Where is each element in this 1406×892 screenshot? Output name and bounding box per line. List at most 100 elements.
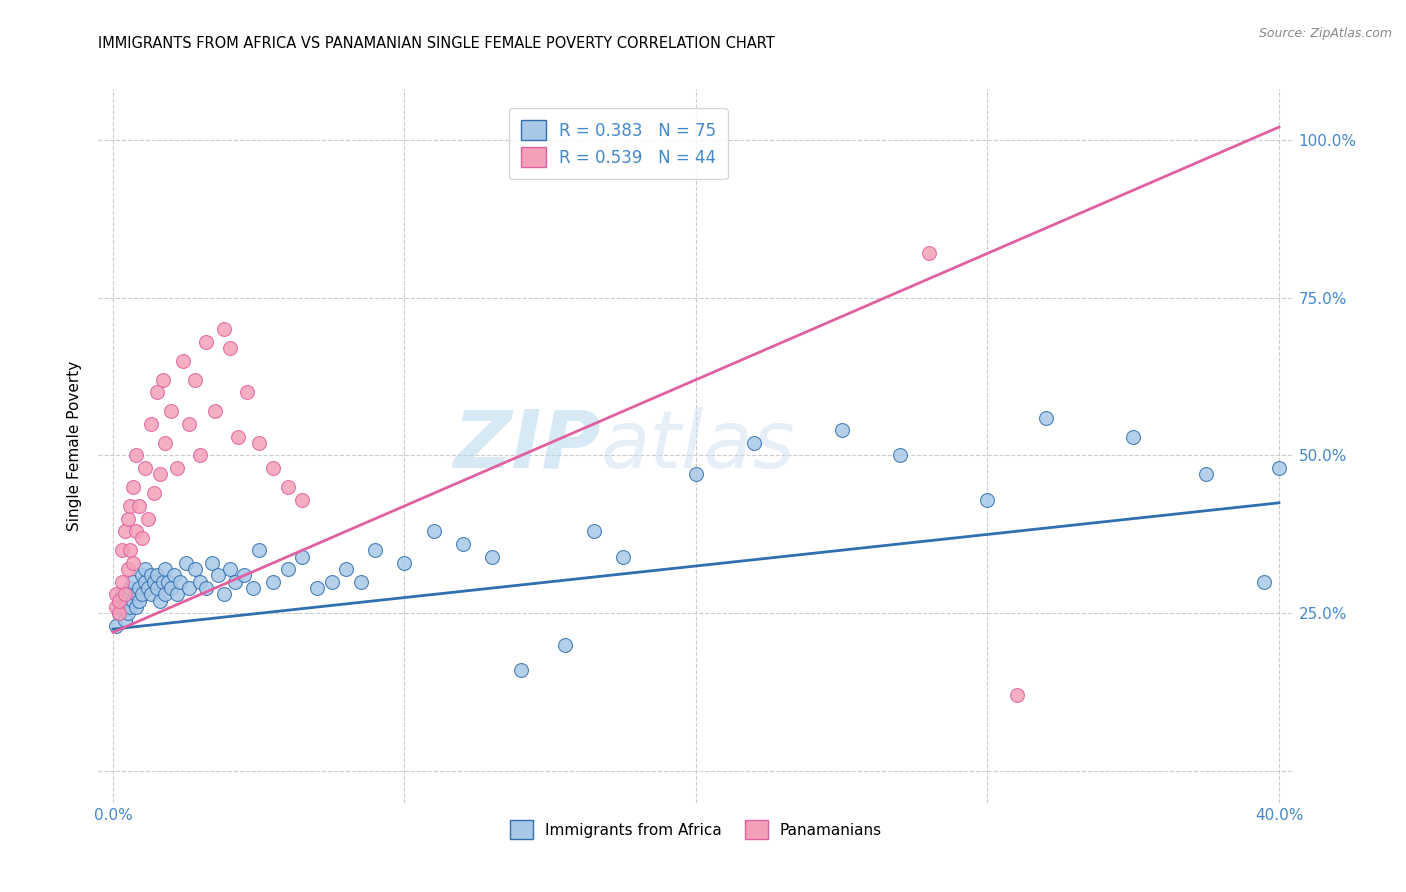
- Point: [108, 593, 131, 607]
- Point: [1195, 467, 1218, 482]
- Point: [451, 537, 474, 551]
- Point: [120, 581, 142, 595]
- Point: [582, 524, 605, 539]
- Point: [190, 449, 212, 463]
- Point: [350, 574, 373, 589]
- Point: [155, 435, 177, 450]
- Point: [1253, 574, 1275, 589]
- Point: [111, 587, 134, 601]
- Point: [104, 587, 127, 601]
- Point: [145, 568, 167, 582]
- Point: [139, 417, 162, 431]
- Point: [111, 574, 134, 589]
- Point: [195, 334, 218, 349]
- Point: [122, 556, 145, 570]
- Point: [277, 480, 299, 494]
- Point: [125, 587, 148, 601]
- Point: [174, 556, 197, 570]
- Point: [177, 417, 200, 431]
- Point: [122, 480, 145, 494]
- Point: [131, 531, 153, 545]
- Point: [247, 435, 270, 450]
- Point: [183, 562, 205, 576]
- Point: [128, 593, 150, 607]
- Point: [114, 593, 136, 607]
- Point: [142, 574, 165, 589]
- Point: [108, 593, 131, 607]
- Point: [889, 449, 911, 463]
- Point: [152, 373, 174, 387]
- Point: [335, 562, 357, 576]
- Point: [125, 524, 148, 539]
- Point: [242, 581, 264, 595]
- Point: [131, 587, 153, 601]
- Point: [128, 499, 150, 513]
- Point: [1035, 410, 1057, 425]
- Point: [160, 581, 183, 595]
- Point: [612, 549, 634, 564]
- Point: [262, 461, 284, 475]
- Point: [976, 492, 998, 507]
- Point: [305, 581, 328, 595]
- Point: [134, 562, 156, 576]
- Point: [1005, 689, 1028, 703]
- Point: [204, 404, 226, 418]
- Point: [155, 562, 177, 576]
- Text: ZIP: ZIP: [453, 407, 600, 485]
- Point: [111, 600, 134, 615]
- Legend: Immigrants from Africa, Panamanians: Immigrants from Africa, Panamanians: [503, 814, 889, 845]
- Point: [142, 486, 165, 500]
- Point: [364, 543, 387, 558]
- Text: IMMIGRANTS FROM AFRICA VS PANAMANIAN SINGLE FEMALE POVERTY CORRELATION CHART: IMMIGRANTS FROM AFRICA VS PANAMANIAN SIN…: [98, 36, 775, 51]
- Point: [1122, 429, 1144, 443]
- Point: [218, 562, 240, 576]
- Point: [277, 562, 299, 576]
- Point: [114, 524, 136, 539]
- Point: [169, 574, 191, 589]
- Point: [228, 429, 250, 443]
- Y-axis label: Single Female Poverty: Single Female Poverty: [67, 361, 83, 531]
- Point: [114, 613, 136, 627]
- Point: [554, 638, 576, 652]
- Point: [120, 600, 142, 615]
- Point: [481, 549, 503, 564]
- Point: [111, 543, 134, 558]
- Point: [117, 607, 139, 621]
- Point: [145, 385, 167, 400]
- Point: [149, 593, 172, 607]
- Point: [212, 587, 235, 601]
- Point: [422, 524, 444, 539]
- Point: [120, 543, 142, 558]
- Point: [104, 619, 127, 633]
- Point: [145, 581, 167, 595]
- Point: [195, 581, 218, 595]
- Point: [117, 562, 139, 576]
- Point: [685, 467, 707, 482]
- Point: [224, 574, 246, 589]
- Point: [166, 587, 188, 601]
- Point: [125, 600, 148, 615]
- Point: [139, 587, 162, 601]
- Point: [291, 492, 314, 507]
- Point: [108, 607, 131, 621]
- Point: [122, 593, 145, 607]
- Point: [155, 587, 177, 601]
- Point: [742, 435, 765, 450]
- Point: [177, 581, 200, 595]
- Point: [212, 322, 235, 336]
- Text: atlas: atlas: [600, 407, 796, 485]
- Point: [233, 568, 256, 582]
- Point: [183, 373, 205, 387]
- Point: [104, 600, 127, 615]
- Point: [207, 568, 229, 582]
- Point: [831, 423, 853, 437]
- Text: Source: ZipAtlas.com: Source: ZipAtlas.com: [1258, 27, 1392, 40]
- Point: [190, 574, 212, 589]
- Point: [1268, 461, 1291, 475]
- Point: [291, 549, 314, 564]
- Point: [157, 574, 180, 589]
- Point: [120, 499, 142, 513]
- Point: [108, 607, 131, 621]
- Point: [136, 511, 159, 525]
- Point: [117, 511, 139, 525]
